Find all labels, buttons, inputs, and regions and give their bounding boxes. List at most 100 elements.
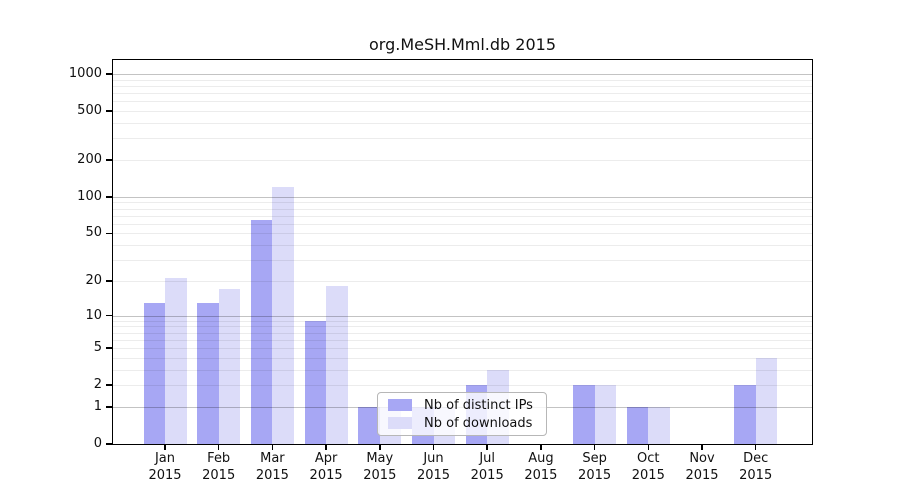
x-tick-label-sep: Sep 2015 [565,450,625,484]
gridline-10 [113,315,812,317]
x-tick-label-oct: Oct 2015 [618,450,678,484]
x-tick-label-aug: Aug 2015 [511,450,571,484]
gridline-8 [113,326,812,328]
y-tick-label-20: 20 [85,272,102,288]
x-tick-label-mar: Mar 2015 [242,450,302,484]
gridline-60 [113,223,812,225]
chart-title: org.MeSH.Mml.db 2015 [368,35,556,54]
x-tick-oct [647,444,650,450]
y-tick-label-50: 50 [85,225,102,241]
month-year: 2015 [631,468,665,483]
x-tick-may [379,444,381,450]
bar-downloads-feb [218,289,241,444]
month-name: Oct [637,451,660,466]
gridline-4 [113,357,812,359]
month-name: Sep [582,451,607,466]
x-tick-dec [754,444,757,450]
y-tick-200 [106,159,113,161]
month-year: 2015 [578,468,612,483]
y-tick-0 [106,443,113,445]
gridline-100 [113,196,812,198]
month-name: Jul [479,451,496,466]
distinct-ips-swatch [388,399,412,411]
y-tick-100 [106,196,113,198]
gridline-40 [113,245,812,247]
y-tick-label-200: 200 [77,152,102,167]
y-tick-label-10: 10 [85,307,102,323]
y-tick-label-1: 1 [93,398,102,414]
bar-distinct-ips-jan [143,302,165,444]
month-name: Feb [207,451,231,466]
month-year: 2015 [202,468,236,483]
x-tick-label-dec: Dec 2015 [726,450,786,484]
gridline-3 [113,369,812,371]
legend-label-downloads: Nb of downloads [424,415,533,431]
y-tick-label-2: 2 [93,377,102,393]
bar-distinct-ips-apr [304,320,327,444]
gridline-1000 [113,74,812,76]
month-year: 2015 [524,468,558,483]
bar-distinct-ips-oct [626,406,649,444]
y-tick-label-0: 0 [93,436,102,451]
month-year: 2015 [739,468,773,483]
legend-item-distinct-ips: Nb of distinct IPs [386,396,538,414]
y-tick-20 [106,280,113,282]
legend: Nb of distinct IPs Nb of downloads [377,392,547,436]
month-name: Jan [154,451,176,466]
month-name: May [366,451,394,466]
legend-label-distinct-ips: Nb of distinct IPs [424,397,533,413]
y-tick-10 [106,314,113,317]
gridline-700 [113,93,812,95]
bar-distinct-ips-feb [197,302,219,444]
gridline-400 [113,123,812,125]
gridline-80 [113,208,812,210]
x-tick-label-apr: Apr 2015 [296,450,356,484]
x-tick-jan [164,444,166,450]
x-tick-feb [217,444,220,450]
month-year: 2015 [416,468,451,483]
month-year: 2015 [363,468,397,483]
plot-area [112,59,813,445]
gridline-500 [113,111,812,113]
bar-distinct-ips-sep [573,385,595,444]
gridline-600 [113,101,812,103]
y-tick-50 [106,232,113,235]
bar-distinct-ips-mar [250,219,273,444]
y-tick-label-5: 5 [93,340,102,356]
month-year: 2015 [255,468,289,483]
month-name: Jun [423,451,444,466]
legend-item-downloads: Nb of downloads [386,414,538,432]
gridline-300 [113,138,812,140]
bar-downloads-dec [755,357,778,444]
month-name: Apr [314,451,338,466]
bar-distinct-ips-dec [734,385,756,444]
gridline-9 [113,320,812,322]
y-tick-500 [106,110,113,112]
gridline-90 [113,202,812,204]
bar-downloads-sep [594,385,617,444]
month-year: 2015 [309,468,343,483]
month-name: Nov [689,451,715,466]
x-tick-aug [540,444,542,450]
downloads-swatch [388,417,412,429]
x-tick-label-may: May 2015 [350,450,410,484]
x-tick-label-nov: Nov 2015 [672,450,732,484]
y-tick-5 [106,347,113,349]
x-tick-jul [486,444,488,450]
gridline-900 [113,79,812,81]
gridline-800 [113,85,812,87]
x-tick-jun [432,444,435,450]
x-tick-apr [325,444,327,450]
x-tick-label-jan: Jan 2015 [135,450,195,484]
y-tick-1 [106,406,113,408]
x-tick-label-jun: Jun 2015 [404,450,464,484]
month-year: 2015 [470,468,504,483]
bar-downloads-jan [165,278,187,444]
gridline-50 [113,233,812,235]
x-tick-mar [271,444,274,450]
bar-distinct-ips-may [358,406,380,444]
y-tick-label-100: 100 [77,188,102,204]
bar-downloads-oct [648,406,670,444]
x-tick-nov [701,444,703,450]
